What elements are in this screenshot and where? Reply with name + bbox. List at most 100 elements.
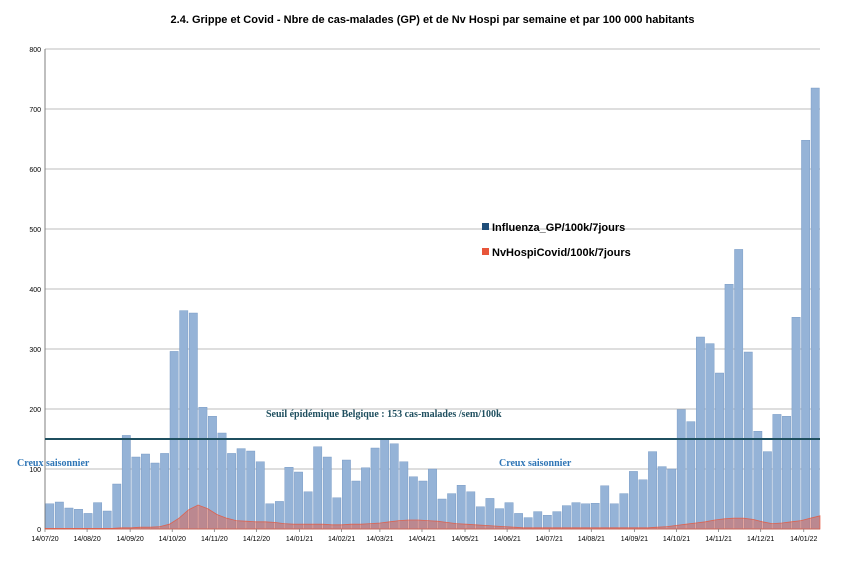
x-tick-label: 14/09/21	[621, 536, 648, 543]
influenza-bar	[54, 501, 64, 530]
y-tick-label: 0	[37, 527, 41, 534]
influenza-bar	[351, 480, 361, 530]
influenza-bar	[753, 431, 763, 530]
influenza-bar	[762, 451, 772, 530]
influenza-bar	[284, 467, 294, 530]
influenza-bar	[150, 462, 160, 530]
influenza-bar	[542, 515, 552, 530]
influenza-bar	[322, 456, 332, 530]
influenza-bar	[466, 491, 476, 530]
influenza-bar	[523, 517, 533, 530]
influenza-bar	[590, 503, 600, 530]
influenza-bar	[724, 284, 734, 530]
influenza-bar	[141, 453, 150, 530]
y-tick-label: 100	[29, 467, 41, 474]
influenza-bar	[552, 511, 562, 530]
x-tick-label: 14/06/21	[494, 536, 521, 543]
x-tick-label: 14/09/20	[117, 536, 144, 543]
chart-title: 2.4. Grippe et Covid - Nbre de cas-malad…	[170, 14, 695, 26]
x-tick-label: 14/11/21	[705, 536, 732, 543]
influenza-bar	[121, 435, 131, 530]
x-tick-label: 14/01/22	[790, 536, 817, 543]
influenza-bar	[801, 139, 811, 530]
hospi-area	[44, 504, 821, 530]
creux-annotation-right: Creux saisonnier	[499, 458, 572, 469]
influenza-bar	[389, 443, 399, 530]
influenza-bar	[342, 459, 351, 530]
x-tick-label: 14/12/21	[747, 536, 774, 543]
influenza-bar	[696, 336, 705, 530]
influenza-bar	[571, 502, 581, 530]
x-tick-label: 14/08/20	[73, 536, 100, 543]
influenza-bar	[428, 468, 437, 530]
influenza-bar	[179, 310, 189, 530]
x-tick-label: 14/07/21	[536, 536, 563, 543]
influenza-bar	[772, 414, 782, 530]
influenza-bar	[236, 448, 246, 530]
influenza-bar	[638, 479, 648, 530]
y-tick-label: 500	[29, 227, 41, 234]
influenza-bar	[581, 503, 590, 530]
influenza-bar	[715, 372, 724, 530]
influenza-bar	[83, 513, 93, 530]
x-tick-label: 14/03/21	[366, 536, 393, 543]
legend-swatch-influenza	[482, 223, 489, 230]
influenza-bar	[629, 471, 638, 530]
legend-swatch-hospi	[482, 248, 489, 255]
influenza-bar	[45, 503, 55, 530]
influenza-bar	[332, 497, 342, 530]
legend-item-hospi: NvHospiCovid/100k/7jours	[482, 247, 631, 259]
influenza-bar	[246, 450, 256, 530]
influenza-bar	[619, 493, 629, 530]
influenza-bar	[657, 466, 667, 530]
threshold-annotation: Seuil épidémique Belgique : 153 cas-mala…	[266, 409, 502, 420]
legend-item-influenza: Influenza_GP/100k/7jours	[482, 222, 625, 234]
influenza-bar	[313, 446, 323, 530]
influenza-bar	[485, 498, 495, 530]
influenza-bar	[504, 502, 514, 530]
influenza-bar	[600, 485, 610, 530]
y-tick-label: 700	[29, 107, 41, 114]
influenza-bar	[64, 507, 74, 530]
influenza-bar	[102, 510, 112, 530]
influenza-bar	[514, 513, 523, 530]
influenza-bar	[112, 483, 122, 530]
influenza-bar	[370, 447, 380, 530]
influenza-bar	[303, 491, 313, 530]
x-tick-label: 14/08/21	[578, 536, 605, 543]
y-tick-label: 300	[29, 347, 41, 354]
influenza-bar	[667, 468, 677, 530]
x-tick-label: 14/01/21	[286, 536, 313, 543]
x-tick-label: 14/12/20	[243, 536, 270, 543]
x-tick-label: 14/02/21	[328, 536, 355, 543]
influenza-bar	[188, 312, 198, 530]
x-tick-label: 14/11/20	[201, 536, 228, 543]
y-tick-label: 800	[29, 47, 41, 54]
influenza-bar	[791, 317, 801, 530]
influenza-bar	[361, 467, 370, 530]
influenza-bar	[648, 451, 657, 530]
influenza-bar	[562, 505, 571, 530]
influenza-bar	[93, 502, 103, 530]
influenza-bar	[169, 351, 179, 530]
influenza-bar	[227, 453, 236, 530]
influenza-bar	[743, 351, 753, 530]
legend-label-influenza: Influenza_GP/100k/7jours	[492, 222, 626, 234]
influenza-bar	[810, 87, 820, 530]
influenza-bar	[255, 461, 265, 530]
influenza-bar	[686, 421, 696, 530]
creux-annotation-left: Creux saisonnier	[17, 458, 90, 469]
legend-label-hospi: NvHospiCovid/100k/7jours	[492, 247, 631, 259]
influenza-bar	[456, 485, 466, 530]
influenza-bar	[399, 461, 409, 530]
influenza-bar	[131, 456, 141, 530]
influenza-bar	[782, 416, 791, 530]
x-tick-label: 14/07/20	[31, 536, 58, 543]
y-tick-label: 400	[29, 287, 41, 294]
x-tick-label: 14/04/21	[408, 536, 435, 543]
influenza-bar	[734, 249, 744, 530]
influenza-bar	[217, 432, 227, 530]
influenza-bar	[676, 409, 686, 530]
y-tick-label: 600	[29, 167, 41, 174]
influenza-bar	[705, 343, 715, 530]
